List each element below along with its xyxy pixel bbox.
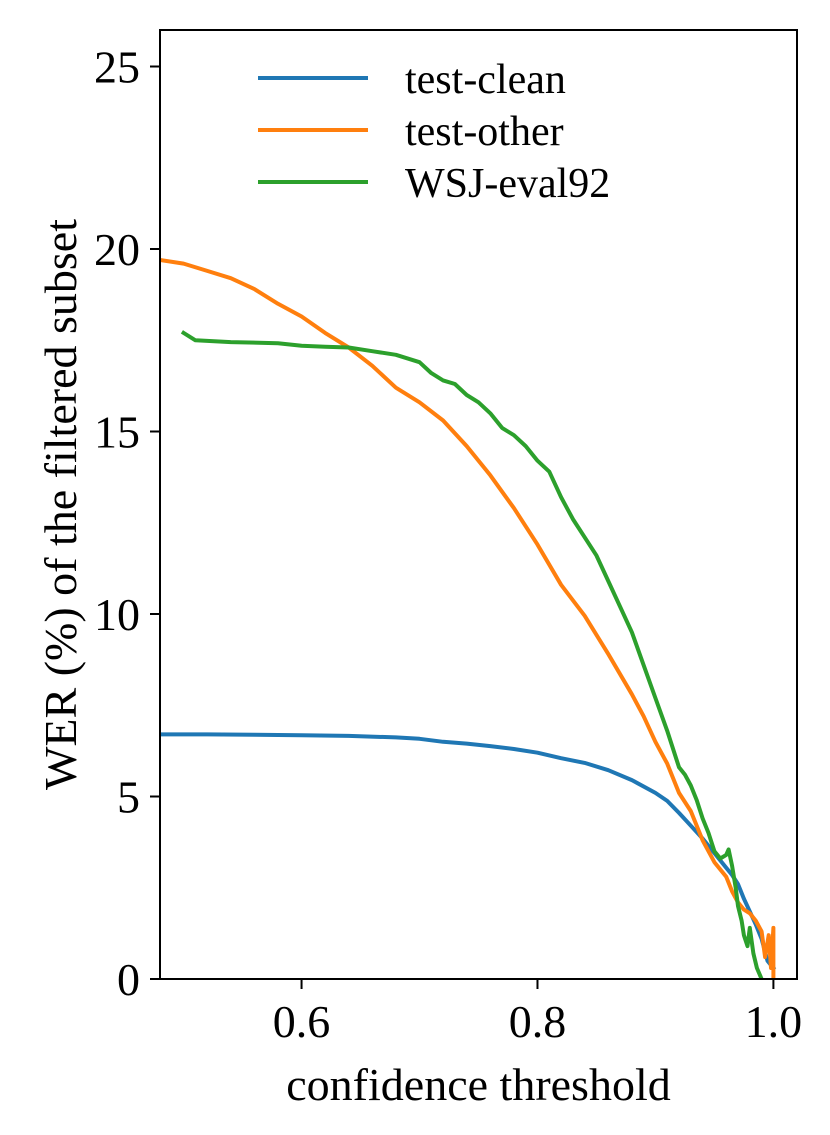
plot-frame	[159, 29, 798, 980]
y-tick-label: 10	[94, 589, 140, 640]
legend-label-test-other: test-other	[405, 109, 564, 155]
y-tick-label: 25	[94, 42, 140, 93]
y-tick-label: 20	[94, 224, 140, 275]
legend-label-test-clean: test-clean	[405, 57, 566, 103]
y-axis-ticks: 0 5 10 15 20 25	[94, 42, 160, 1005]
series-layer	[160, 257, 777, 979]
legend-label-wsj-eval92: WSJ-eval92	[405, 161, 610, 207]
x-tick-label: 0.6	[273, 996, 331, 1047]
x-axis-ticks: 0.6 0.8 1.0	[273, 979, 802, 1047]
series-line-test-other	[160, 257, 776, 979]
x-tick-label: 1.0	[745, 996, 803, 1047]
x-tick-label: 0.8	[509, 996, 567, 1047]
series-line-wsj-eval92	[180, 330, 764, 979]
y-tick-label: 0	[117, 954, 140, 1005]
y-tick-label: 15	[94, 407, 140, 458]
series-line-test-clean	[160, 732, 777, 971]
legend: test-clean test-other WSJ-eval92	[258, 57, 610, 207]
y-tick-label: 5	[117, 772, 140, 823]
x-axis-label: confidence threshold	[286, 1059, 670, 1110]
y-axis-label: WER (%) of the filtered subset	[35, 219, 86, 790]
